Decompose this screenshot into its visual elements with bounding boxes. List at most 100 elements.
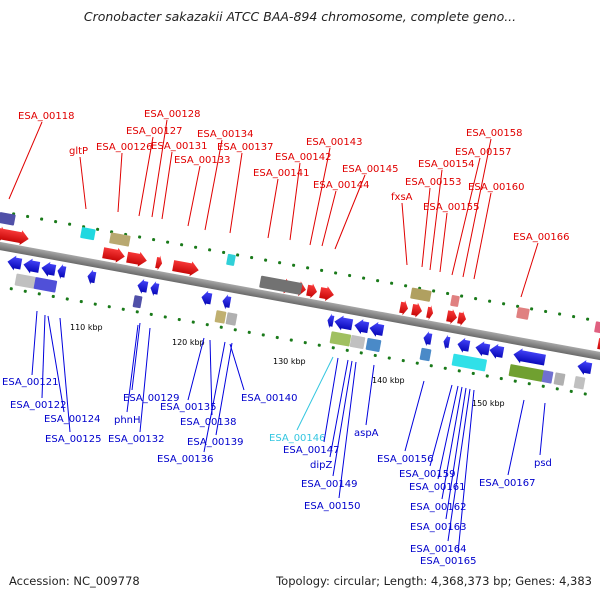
reverse-feature-box-shape	[33, 277, 58, 293]
reverse-gene-label-leader	[332, 360, 353, 477]
tick-mark-shape	[331, 346, 335, 350]
reverse-gene-arrow-shape	[150, 281, 160, 296]
tick-mark	[404, 284, 408, 288]
reverse-gene-arrow	[423, 331, 433, 347]
tick-mark-shape	[432, 289, 436, 293]
forward-gene-arrow-shape	[102, 247, 125, 263]
tick-mark-shape	[205, 323, 209, 327]
accession-text: Accession: NC_009778	[9, 574, 140, 588]
tick-mark-shape	[544, 309, 548, 314]
forward-gene-arrow-shape	[446, 309, 458, 324]
reverse-gene-label: ESA_00124	[44, 414, 101, 425]
tick-mark	[261, 333, 265, 337]
reverse-gene-arrow-shape	[87, 269, 97, 285]
tick-mark	[275, 335, 279, 340]
tick-mark-shape	[446, 291, 450, 296]
tick-mark	[429, 364, 433, 368]
tick-mark-shape	[359, 351, 363, 355]
reverse-gene-label: ESA_00135	[160, 402, 217, 413]
reverse-gene-label: psd	[534, 458, 552, 469]
reverse-gene-arrow-shape	[354, 319, 370, 334]
reverse-gene-label-leader	[404, 380, 425, 452]
reverse-gene-label-leader	[539, 402, 546, 456]
tick-mark	[54, 220, 58, 224]
tick-mark-shape	[471, 371, 475, 376]
reverse-gene-label-leader	[126, 324, 139, 413]
forward-feature-box	[0, 212, 16, 226]
tick-mark	[572, 315, 576, 319]
reverse-gene-arrow	[577, 360, 593, 375]
reverse-gene-label-leader	[215, 342, 233, 436]
reverse-gene-arrow	[327, 313, 335, 329]
tick-mark-shape	[387, 356, 391, 360]
tick-mark-shape	[233, 328, 237, 332]
tick-mark-shape	[275, 335, 279, 340]
tick-mark-shape	[502, 302, 506, 306]
reverse-gene-label-leader	[47, 315, 65, 413]
tick-mark	[390, 281, 394, 285]
reverse-gene-arrow	[201, 290, 213, 306]
tick-mark-shape	[152, 238, 156, 242]
tick-mark-shape	[191, 320, 195, 324]
reverse-gene-label: ESA_00125	[45, 434, 102, 445]
tick-mark	[219, 325, 223, 329]
reverse-feature-box-shape	[214, 310, 227, 324]
tick-mark	[208, 248, 212, 252]
forward-gene-label: fxsA	[391, 192, 413, 203]
reverse-gene-arrow-shape	[57, 264, 67, 279]
reverse-gene-arrow	[87, 269, 97, 285]
tick-mark-shape	[138, 235, 142, 239]
reverse-gene-arrow	[475, 341, 491, 357]
tick-mark-shape	[317, 343, 321, 347]
reverse-gene-label-leader	[457, 389, 475, 554]
reverse-gene-label: ESA_00159	[399, 469, 456, 480]
tick-mark-shape	[362, 276, 366, 280]
forward-gene-label: ESA_00160	[468, 182, 525, 193]
reverse-feature-box	[419, 347, 432, 362]
tick-mark-shape	[569, 389, 573, 393]
forward-gene-label-leader	[289, 162, 301, 241]
forward-gene-label-leader	[117, 152, 123, 213]
reverse-gene-label: ESA_00165	[420, 556, 477, 567]
tick-mark-shape	[558, 312, 562, 316]
forward-gene-label-leader	[79, 156, 87, 210]
reverse-feature-box-shape	[349, 335, 366, 350]
tick-mark	[37, 292, 41, 296]
forward-gene-arrow	[446, 309, 458, 324]
tick-mark-shape	[572, 315, 576, 319]
forward-gene-label: ESA_00158	[466, 128, 523, 139]
forward-feature-box	[410, 287, 432, 302]
tick-mark	[544, 309, 548, 314]
tick-mark-shape	[348, 273, 352, 278]
reverse-gene-arrow-shape	[457, 337, 471, 353]
forward-gene-label-leader	[439, 212, 448, 273]
reverse-gene-arrow	[41, 261, 57, 277]
tick-mark-shape	[180, 243, 184, 247]
tick-mark-shape	[261, 333, 265, 337]
tick-mark	[555, 387, 559, 391]
reverse-gene-arrow-shape	[7, 255, 23, 271]
reverse-gene-label: ESA_00150	[304, 501, 361, 512]
reverse-gene-arrow-shape	[513, 348, 546, 366]
forward-gene-label: ESA_00145	[342, 164, 399, 175]
reverse-gene-label-leader	[507, 399, 525, 476]
scale-label: 150 kbp	[472, 399, 505, 408]
reverse-gene-label: aspA	[354, 428, 379, 439]
reverse-gene-arrow	[7, 255, 23, 271]
tick-mark	[222, 250, 226, 255]
forward-gene-arrow	[155, 255, 163, 271]
forward-gene-block-shape	[259, 275, 303, 295]
tick-mark	[247, 330, 251, 334]
forward-gene-label-leader	[334, 174, 366, 250]
forward-gene-label-leader	[473, 192, 492, 280]
forward-feature-box-shape	[516, 307, 530, 320]
reverse-gene-label-leader	[441, 386, 463, 500]
tick-mark	[51, 294, 55, 299]
forward-gene-label: ESA_00133	[174, 155, 231, 166]
reverse-gene-label: phnH	[114, 415, 141, 426]
reverse-gene-label-leader	[59, 317, 71, 433]
tick-mark-shape	[177, 317, 181, 322]
reverse-gene-label: ESA_00149	[301, 479, 358, 490]
forward-gene-arrow-shape	[306, 283, 318, 299]
forward-gene-label-leader	[309, 147, 331, 246]
